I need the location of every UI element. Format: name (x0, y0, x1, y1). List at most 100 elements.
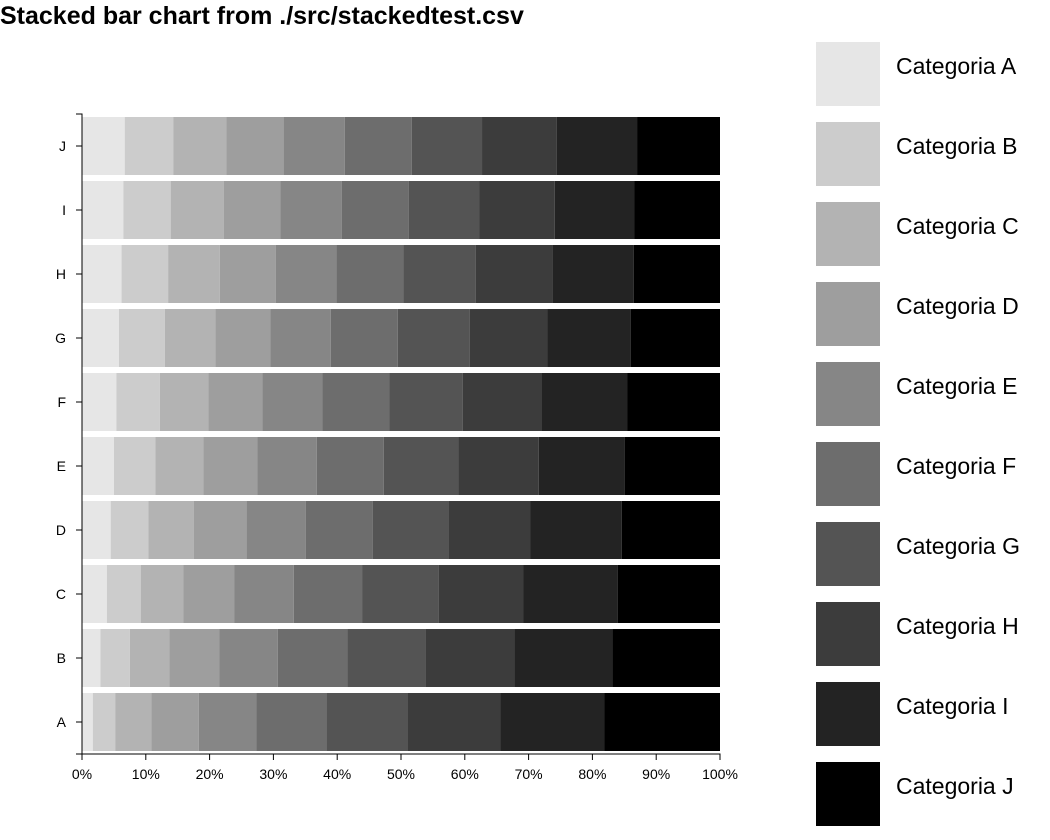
y-axis-line (76, 113, 83, 755)
y-tick-label-H: H (56, 266, 66, 282)
bar-segment-B-5 (219, 629, 278, 687)
bar-segment-H-2 (121, 245, 169, 303)
bar-segment-A-6 (256, 693, 327, 751)
bar-segment-F-8 (462, 373, 542, 431)
legend-label-2: Categoria B (896, 133, 1017, 159)
legend-swatch-7 (816, 522, 880, 586)
y-tick-label-B: B (57, 650, 66, 666)
bar-segment-B-8 (425, 629, 515, 687)
chart-title: Stacked bar chart from ./src/stackedtest… (0, 2, 524, 30)
bar-segment-A-5 (198, 693, 257, 751)
bar-segment-I-2 (123, 181, 171, 239)
bar-segment-E-8 (458, 437, 539, 495)
bar-segment-E-2 (113, 437, 156, 495)
bar-segment-I-1 (82, 181, 124, 239)
bar-segment-A-4 (151, 693, 199, 751)
y-tick-label-G: G (55, 330, 66, 346)
bar-segment-J-5 (283, 117, 345, 175)
bar-segment-G-8 (469, 309, 548, 367)
bar-segment-F-2 (116, 373, 160, 431)
legend-swatch-2 (816, 122, 880, 186)
bar-segment-I-3 (170, 181, 224, 239)
bar-segment-C-5 (234, 565, 294, 623)
bar-segment-C-6 (293, 565, 363, 623)
bar-segment-D-2 (110, 501, 149, 559)
bar-segment-G-10 (630, 309, 720, 367)
x-tick-label-3: 30% (259, 766, 287, 782)
bar-segment-A-10 (604, 693, 720, 751)
x-tick-label-1: 10% (132, 766, 160, 782)
bar-segment-H-3 (168, 245, 220, 303)
bar-segment-F-7 (389, 373, 463, 431)
legend-label-4: Categoria D (896, 293, 1019, 319)
bar-segment-H-7 (403, 245, 476, 303)
bar-segment-F-5 (262, 373, 323, 431)
x-tick-label-6: 60% (451, 766, 479, 782)
bar-segment-B-3 (129, 629, 170, 687)
bar-segment-E-4 (203, 437, 258, 495)
bar-segment-D-5 (246, 501, 306, 559)
bar-segment-J-6 (344, 117, 412, 175)
bar-segment-F-3 (159, 373, 209, 431)
legend-swatch-9 (816, 682, 880, 746)
y-tick-label-D: D (56, 522, 66, 538)
bar-segment-B-2 (100, 629, 130, 687)
bar-segment-A-2 (92, 693, 116, 751)
bar-segment-I-10 (634, 181, 720, 239)
bar-segment-J-1 (82, 117, 125, 175)
bar-segment-E-1 (82, 437, 114, 495)
bar-segment-B-10 (612, 629, 720, 687)
bar-segment-C-9 (523, 565, 618, 623)
y-axis: A B C D E F G H I J (55, 113, 83, 755)
legend-label-6: Categoria F (896, 453, 1016, 479)
bar-segment-D-6 (305, 501, 373, 559)
bar-segment-J-3 (173, 117, 227, 175)
bar-segment-C-3 (140, 565, 184, 623)
bar-segment-D-9 (530, 501, 622, 559)
bar-segment-A-1 (82, 693, 93, 751)
bar-segment-I-7 (408, 181, 480, 239)
legend-label-7: Categoria G (896, 533, 1020, 559)
legend-swatch-6 (816, 442, 880, 506)
bar-segment-I-5 (280, 181, 342, 239)
legend-swatch-5 (816, 362, 880, 426)
bar-segment-D-8 (448, 501, 531, 559)
bar-segment-B-1 (82, 629, 101, 687)
bar-segment-H-9 (552, 245, 634, 303)
x-tick-label-10: 100% (702, 766, 738, 782)
bar-segment-G-3 (164, 309, 216, 367)
x-tick-label-5: 50% (387, 766, 415, 782)
bar-segment-J-4 (226, 117, 284, 175)
bar-segment-J-8 (482, 117, 557, 175)
bar-segment-B-9 (514, 629, 613, 687)
bar-segment-B-6 (277, 629, 348, 687)
legend-swatch-1 (816, 42, 880, 106)
x-tick-label-9: 90% (642, 766, 670, 782)
bar-segment-H-10 (633, 245, 720, 303)
x-axis: 0% 10% 20% 30% 40% 50% 60% 70% 80% 90% 100% (72, 753, 738, 782)
y-tick-label-J: J (59, 138, 66, 154)
legend-label-9: Categoria I (896, 693, 1009, 719)
legend-swatch-3 (816, 202, 880, 266)
x-tick-label-7: 70% (515, 766, 543, 782)
y-tick-label-C: C (56, 586, 66, 602)
y-tick-label-F: F (57, 394, 66, 410)
bar-segment-F-6 (322, 373, 390, 431)
bar-segment-I-6 (341, 181, 409, 239)
x-tick-label-2: 20% (196, 766, 224, 782)
legend-swatch-10 (816, 762, 880, 826)
bar-segment-G-4 (215, 309, 271, 367)
bar-segment-G-6 (330, 309, 398, 367)
bar-segment-F-4 (208, 373, 263, 431)
bar-segment-H-6 (336, 245, 404, 303)
bar-segment-C-1 (82, 565, 107, 623)
bar-segment-J-10 (637, 117, 720, 175)
bar-segment-I-9 (554, 181, 635, 239)
bar-segment-G-7 (397, 309, 470, 367)
bar-segment-D-3 (148, 501, 194, 559)
bar-segment-E-7 (383, 437, 459, 495)
bar-segment-I-4 (223, 181, 281, 239)
bar-segment-G-1 (82, 309, 119, 367)
legend-swatch-4 (816, 282, 880, 346)
